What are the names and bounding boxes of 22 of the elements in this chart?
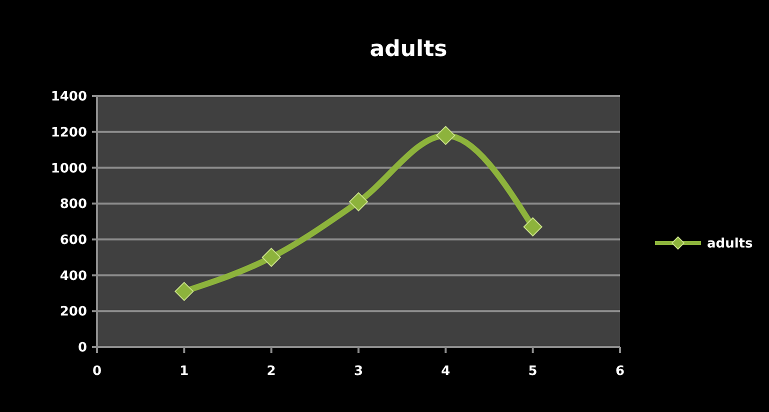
y-tick-label: 1200 — [50, 125, 87, 140]
y-tick-label: 600 — [60, 232, 87, 248]
legend-label: adults — [707, 236, 754, 252]
x-tick-label: 4 — [441, 364, 450, 379]
x-tick-label: 2 — [266, 364, 276, 379]
y-tick-label: 1000 — [50, 161, 87, 176]
x-tick-label: 0 — [92, 364, 102, 379]
point — [262, 248, 281, 267]
point — [349, 192, 368, 212]
y-tick-label: 800 — [60, 197, 87, 212]
point — [523, 217, 542, 236]
x-tick-label: 1 — [180, 364, 189, 379]
y-tick-label: 0 — [78, 340, 87, 356]
x-tick-label: 5 — [528, 364, 538, 379]
point — [436, 126, 456, 145]
y-tick-label: 400 — [60, 268, 87, 284]
x-tick-label: 6 — [615, 364, 625, 379]
point — [174, 282, 194, 301]
x-tick-label: 3 — [354, 364, 364, 379]
y-tick-label: 1400 — [50, 90, 87, 105]
y-tick-label: 200 — [60, 304, 87, 320]
chart-title: adults — [370, 37, 448, 62]
